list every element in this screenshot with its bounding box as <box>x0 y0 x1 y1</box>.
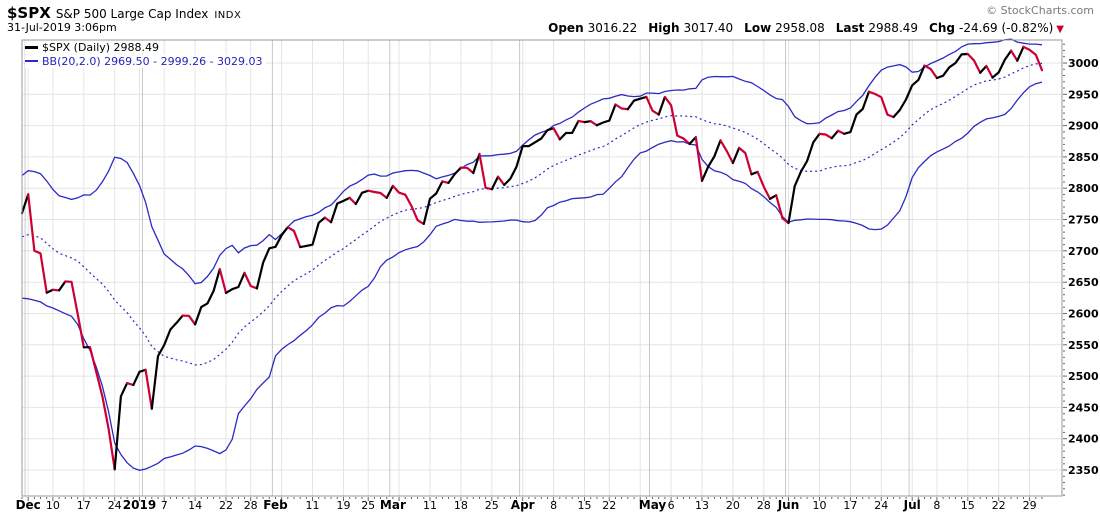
svg-text:24: 24 <box>108 499 122 512</box>
chart-datetime: 31-Jul-2019 3:06pm <box>7 21 117 34</box>
svg-text:Mar: Mar <box>380 498 406 512</box>
svg-text:3000: 3000 <box>1068 57 1099 70</box>
high-value: 3017.40 <box>683 21 734 35</box>
last-label: Last <box>835 21 865 35</box>
svg-text:2700: 2700 <box>1068 245 1099 258</box>
svg-text:8: 8 <box>933 499 940 512</box>
svg-text:13: 13 <box>695 499 709 512</box>
svg-text:22: 22 <box>602 499 616 512</box>
svg-text:29: 29 <box>1023 499 1037 512</box>
low-value: 2958.08 <box>775 21 825 35</box>
symbol-label: $SPX <box>7 4 51 22</box>
svg-text:15: 15 <box>578 499 592 512</box>
svg-text:17: 17 <box>77 499 91 512</box>
svg-text:Apr: Apr <box>511 498 535 512</box>
chg-value: -24.69 (-0.82%) <box>958 21 1054 35</box>
svg-text:2850: 2850 <box>1068 151 1099 164</box>
svg-text:11: 11 <box>306 499 320 512</box>
svg-text:15: 15 <box>961 499 975 512</box>
svg-text:25: 25 <box>361 499 375 512</box>
svg-text:2400: 2400 <box>1068 433 1099 446</box>
svg-text:2800: 2800 <box>1068 182 1099 195</box>
svg-text:25: 25 <box>485 499 499 512</box>
svg-text:18: 18 <box>454 499 468 512</box>
svg-text:Feb: Feb <box>263 498 288 512</box>
svg-text:28: 28 <box>244 499 258 512</box>
legend-price-row: $SPX (Daily) 2988.49 <box>25 41 163 54</box>
svg-text:10: 10 <box>46 499 60 512</box>
svg-text:Dec: Dec <box>16 498 41 512</box>
svg-text:2500: 2500 <box>1068 370 1099 383</box>
svg-text:8: 8 <box>550 499 557 512</box>
svg-text:2900: 2900 <box>1068 120 1099 133</box>
last-value: 2988.49 <box>868 21 919 35</box>
chg-label: Chg <box>929 21 955 35</box>
svg-text:7: 7 <box>161 499 168 512</box>
chart-header: $SPX S&P 500 Large Cap Index INDX <box>7 3 241 22</box>
svg-text:2450: 2450 <box>1068 401 1099 414</box>
copyright-label: © StockCharts.com <box>986 4 1094 17</box>
svg-text:24: 24 <box>874 499 888 512</box>
svg-text:22: 22 <box>219 499 233 512</box>
svg-text:Jul: Jul <box>903 498 921 512</box>
quote-summary: Open 3016.22 High 3017.40 Low 2958.08 Last 2988… <box>548 21 1064 35</box>
chg-down-triangle-icon: ▼ <box>1056 24 1064 35</box>
exchange-label: INDX <box>214 10 242 21</box>
svg-text:2350: 2350 <box>1068 464 1099 477</box>
svg-text:11: 11 <box>423 499 437 512</box>
svg-text:10: 10 <box>813 499 827 512</box>
svg-text:14: 14 <box>188 499 202 512</box>
svg-text:2950: 2950 <box>1068 88 1099 101</box>
svg-text:2650: 2650 <box>1068 276 1099 289</box>
svg-text:2750: 2750 <box>1068 214 1099 227</box>
open-value: 3016.22 <box>587 21 638 35</box>
legend-bb-row: BB(20,2.0) 2969.50 - 2999.26 - 3029.03 <box>25 55 266 68</box>
legend-bb-label: BB(20,2.0) 2969.50 - 2999.26 - 3029.03 <box>42 55 263 68</box>
svg-text:20: 20 <box>726 499 740 512</box>
svg-text:May: May <box>639 498 667 512</box>
high-label: High <box>648 21 680 35</box>
svg-text:19: 19 <box>337 499 351 512</box>
legend-price-label: $SPX (Daily) 2988.49 <box>42 41 160 54</box>
svg-text:2550: 2550 <box>1068 339 1099 352</box>
svg-text:2600: 2600 <box>1068 307 1099 320</box>
svg-text:Jun: Jun <box>777 498 800 512</box>
svg-text:22: 22 <box>992 499 1006 512</box>
svg-text:17: 17 <box>843 499 857 512</box>
bb-line-swatch-icon <box>25 60 38 62</box>
low-label: Low <box>744 21 772 35</box>
svg-text:28: 28 <box>757 499 771 512</box>
symbol-name: S&P 500 Large Cap Index <box>55 7 209 21</box>
price-line-swatch-icon <box>25 45 38 49</box>
svg-text:6: 6 <box>668 499 675 512</box>
open-label: Open <box>548 21 584 35</box>
svg-text:2019: 2019 <box>123 498 156 512</box>
